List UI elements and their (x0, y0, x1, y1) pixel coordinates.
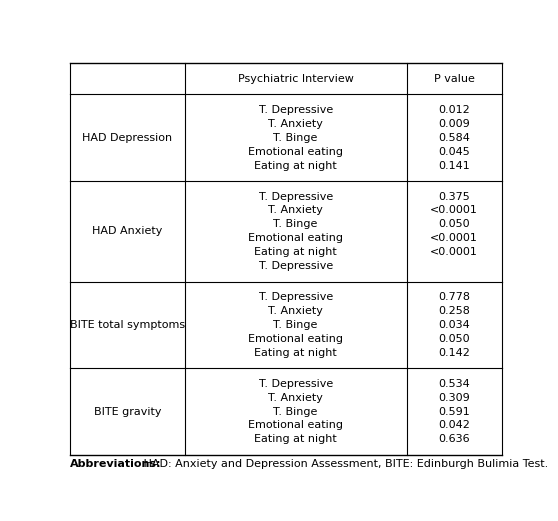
Text: T. Binge: T. Binge (273, 320, 318, 330)
Text: <0.0001: <0.0001 (430, 247, 478, 257)
Text: Emotional eating: Emotional eating (248, 233, 343, 243)
Text: <0.0001: <0.0001 (430, 205, 478, 216)
Text: 0.012: 0.012 (438, 105, 470, 115)
Text: 0.636: 0.636 (439, 435, 470, 444)
Text: T. Anxiety: T. Anxiety (268, 306, 323, 316)
Text: 0.778: 0.778 (438, 292, 470, 302)
Text: 0.050: 0.050 (439, 219, 470, 229)
Text: T. Binge: T. Binge (273, 406, 318, 417)
Text: Abbreviations:: Abbreviations: (70, 460, 162, 469)
Text: 0.142: 0.142 (438, 348, 470, 358)
Text: 0.034: 0.034 (438, 320, 470, 330)
Text: T. Depressive: T. Depressive (258, 192, 333, 202)
Text: 0.050: 0.050 (439, 334, 470, 344)
Text: T. Anxiety: T. Anxiety (268, 205, 323, 216)
Text: Psychiatric Interview: Psychiatric Interview (238, 74, 354, 84)
Text: P value: P value (434, 74, 475, 84)
Text: BITE total symptoms: BITE total symptoms (70, 320, 185, 330)
Text: Eating at night: Eating at night (254, 160, 337, 170)
Text: Emotional eating: Emotional eating (248, 147, 343, 157)
Text: Eating at night: Eating at night (254, 435, 337, 444)
Text: 0.141: 0.141 (438, 160, 470, 170)
Text: 0.045: 0.045 (438, 147, 470, 157)
Text: Eating at night: Eating at night (254, 247, 337, 257)
Text: HAD Depression: HAD Depression (83, 133, 172, 143)
Text: HAD Anxiety: HAD Anxiety (92, 226, 163, 237)
Text: T. Depressive: T. Depressive (258, 292, 333, 302)
Text: 0.534: 0.534 (438, 379, 470, 389)
Text: 0.258: 0.258 (438, 306, 470, 316)
Text: T. Depressive: T. Depressive (258, 105, 333, 115)
Text: T. Depressive: T. Depressive (258, 379, 333, 389)
Text: 0.309: 0.309 (438, 393, 470, 403)
Text: T. Anxiety: T. Anxiety (268, 393, 323, 403)
Text: HAD: Anxiety and Depression Assessment, BITE: Edinburgh Bulimia Test.: HAD: Anxiety and Depression Assessment, … (140, 460, 549, 469)
Text: BITE gravity: BITE gravity (94, 406, 161, 417)
Text: T. Binge: T. Binge (273, 219, 318, 229)
Text: 0.375: 0.375 (438, 192, 470, 202)
Text: Eating at night: Eating at night (254, 348, 337, 358)
Text: 0.584: 0.584 (438, 133, 470, 143)
Text: T. Depressive: T. Depressive (258, 261, 333, 271)
Text: 0.009: 0.009 (438, 119, 470, 129)
Text: Emotional eating: Emotional eating (248, 420, 343, 430)
Text: T. Binge: T. Binge (273, 133, 318, 143)
Text: T. Anxiety: T. Anxiety (268, 119, 323, 129)
Text: 0.042: 0.042 (438, 420, 470, 430)
Text: 0.591: 0.591 (438, 406, 470, 417)
Text: <0.0001: <0.0001 (430, 233, 478, 243)
Text: Emotional eating: Emotional eating (248, 334, 343, 344)
